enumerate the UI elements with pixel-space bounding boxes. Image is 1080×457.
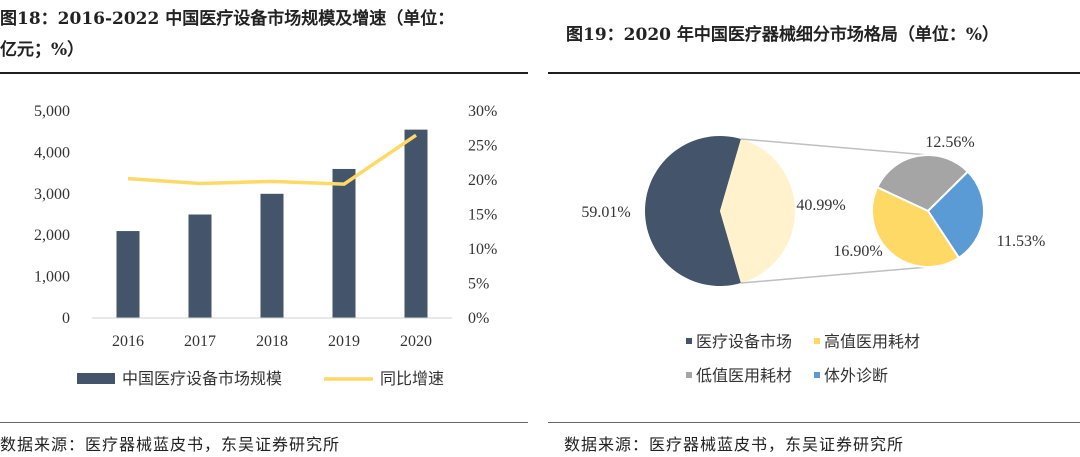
bar-line-chart: 2016 2017 2018 2019 2020 0 1,000 2,000 3,000 4,00… <box>34 103 497 388</box>
bar-2017 <box>188 214 212 318</box>
left-y-tick-label: 2,000 <box>34 227 70 244</box>
source-rule <box>0 422 528 423</box>
left-y-tick-label: 3,000 <box>34 186 70 203</box>
x-tick-label: 2016 <box>112 333 144 350</box>
figure-19-source: 数据来源：医疗器械蓝皮书，东吴证券研究所 <box>564 435 905 454</box>
figure-18-title-line2: 亿元；%） <box>0 40 85 60</box>
legend-label-market-size: 中国医疗设备市场规模 <box>122 369 282 388</box>
right-figure: 图19：2020 年中国医疗器械细分市场格局（单位：%） 59.01% 40.99… <box>548 0 1080 457</box>
figure-18-title-line1: 图18：2016-2022 中国医疗设备市场规模及增速（单位： <box>0 9 455 29</box>
label-ivd: 11.53% <box>997 233 1046 250</box>
pie-slice-high-value <box>871 186 961 268</box>
right-y-tick-label: 20% <box>468 172 497 189</box>
right-y-tick-label: 5% <box>468 276 489 293</box>
label-equipment: 59.01% <box>581 204 630 221</box>
legend-ivd-swatch <box>814 372 820 378</box>
right-y-tick-label: 15% <box>468 207 497 224</box>
label-high-value: 16.90% <box>833 243 882 260</box>
x-tick-label: 2019 <box>328 333 360 350</box>
bar-2018 <box>260 193 284 318</box>
legend-low-value-swatch <box>686 372 692 378</box>
connector-bottom <box>740 266 929 284</box>
pie-slice-ivd <box>926 170 985 260</box>
legend-equipment-swatch <box>686 338 692 344</box>
x-tick-label: 2017 <box>184 333 216 350</box>
bar-2016 <box>116 231 140 318</box>
label-consumables-total: 40.99% <box>796 197 845 214</box>
legend-low-value-label: 低值医用耗材 <box>696 366 792 385</box>
right-y-tick-label: 10% <box>468 241 497 258</box>
bar-of-pie-chart: 59.01% 40.99% 12.56% 11.53% 16.90% 医疗设备市场 高值医… <box>581 134 1046 385</box>
bar-2020 <box>404 129 428 318</box>
legend-label-growth: 同比增速 <box>380 369 444 388</box>
label-low-value: 12.56% <box>925 134 974 151</box>
figure-19-title: 图19：2020 年中国医疗器械细分市场格局（单位：%） <box>566 25 1000 45</box>
figure-18-title: 图18：2016-2022 中国医疗设备市场规模及增速（单位： 亿元；%） <box>0 4 520 66</box>
title-rule <box>0 72 528 74</box>
left-y-tick-label: 1,000 <box>34 269 70 286</box>
pie-slice-consumables-total <box>720 138 795 284</box>
legend-high-value-label: 高值医用耗材 <box>824 332 920 351</box>
x-tick-label: 2020 <box>400 333 432 350</box>
x-tick-label: 2018 <box>256 333 288 350</box>
left-y-tick-label: 4,000 <box>34 144 70 161</box>
source-rule-right <box>548 422 1080 423</box>
figure-18-source: 数据来源：医疗器械蓝皮书，东吴证券研究所 <box>0 435 341 454</box>
pie-slice-equipment <box>645 136 741 286</box>
growth-rate-line <box>127 133 417 186</box>
legend-swatch-market-size <box>77 373 115 384</box>
right-y-tick-label: 25% <box>468 138 497 155</box>
connector-top <box>740 138 929 156</box>
title-rule-right <box>548 72 1080 74</box>
right-y-tick-label: 0% <box>468 310 489 327</box>
legend-high-value-swatch <box>814 338 820 344</box>
legend-equipment-label: 医疗设备市场 <box>696 332 792 351</box>
left-figure: 图18：2016-2022 中国医疗设备市场规模及增速（单位： 亿元；%） 20… <box>0 0 530 457</box>
right-y-tick-label: 30% <box>468 103 497 120</box>
left-y-tick-label: 0 <box>62 310 70 327</box>
legend-ivd-label: 体外诊断 <box>824 366 888 385</box>
bar-2019 <box>332 168 356 318</box>
left-y-tick-label: 5,000 <box>34 103 70 120</box>
